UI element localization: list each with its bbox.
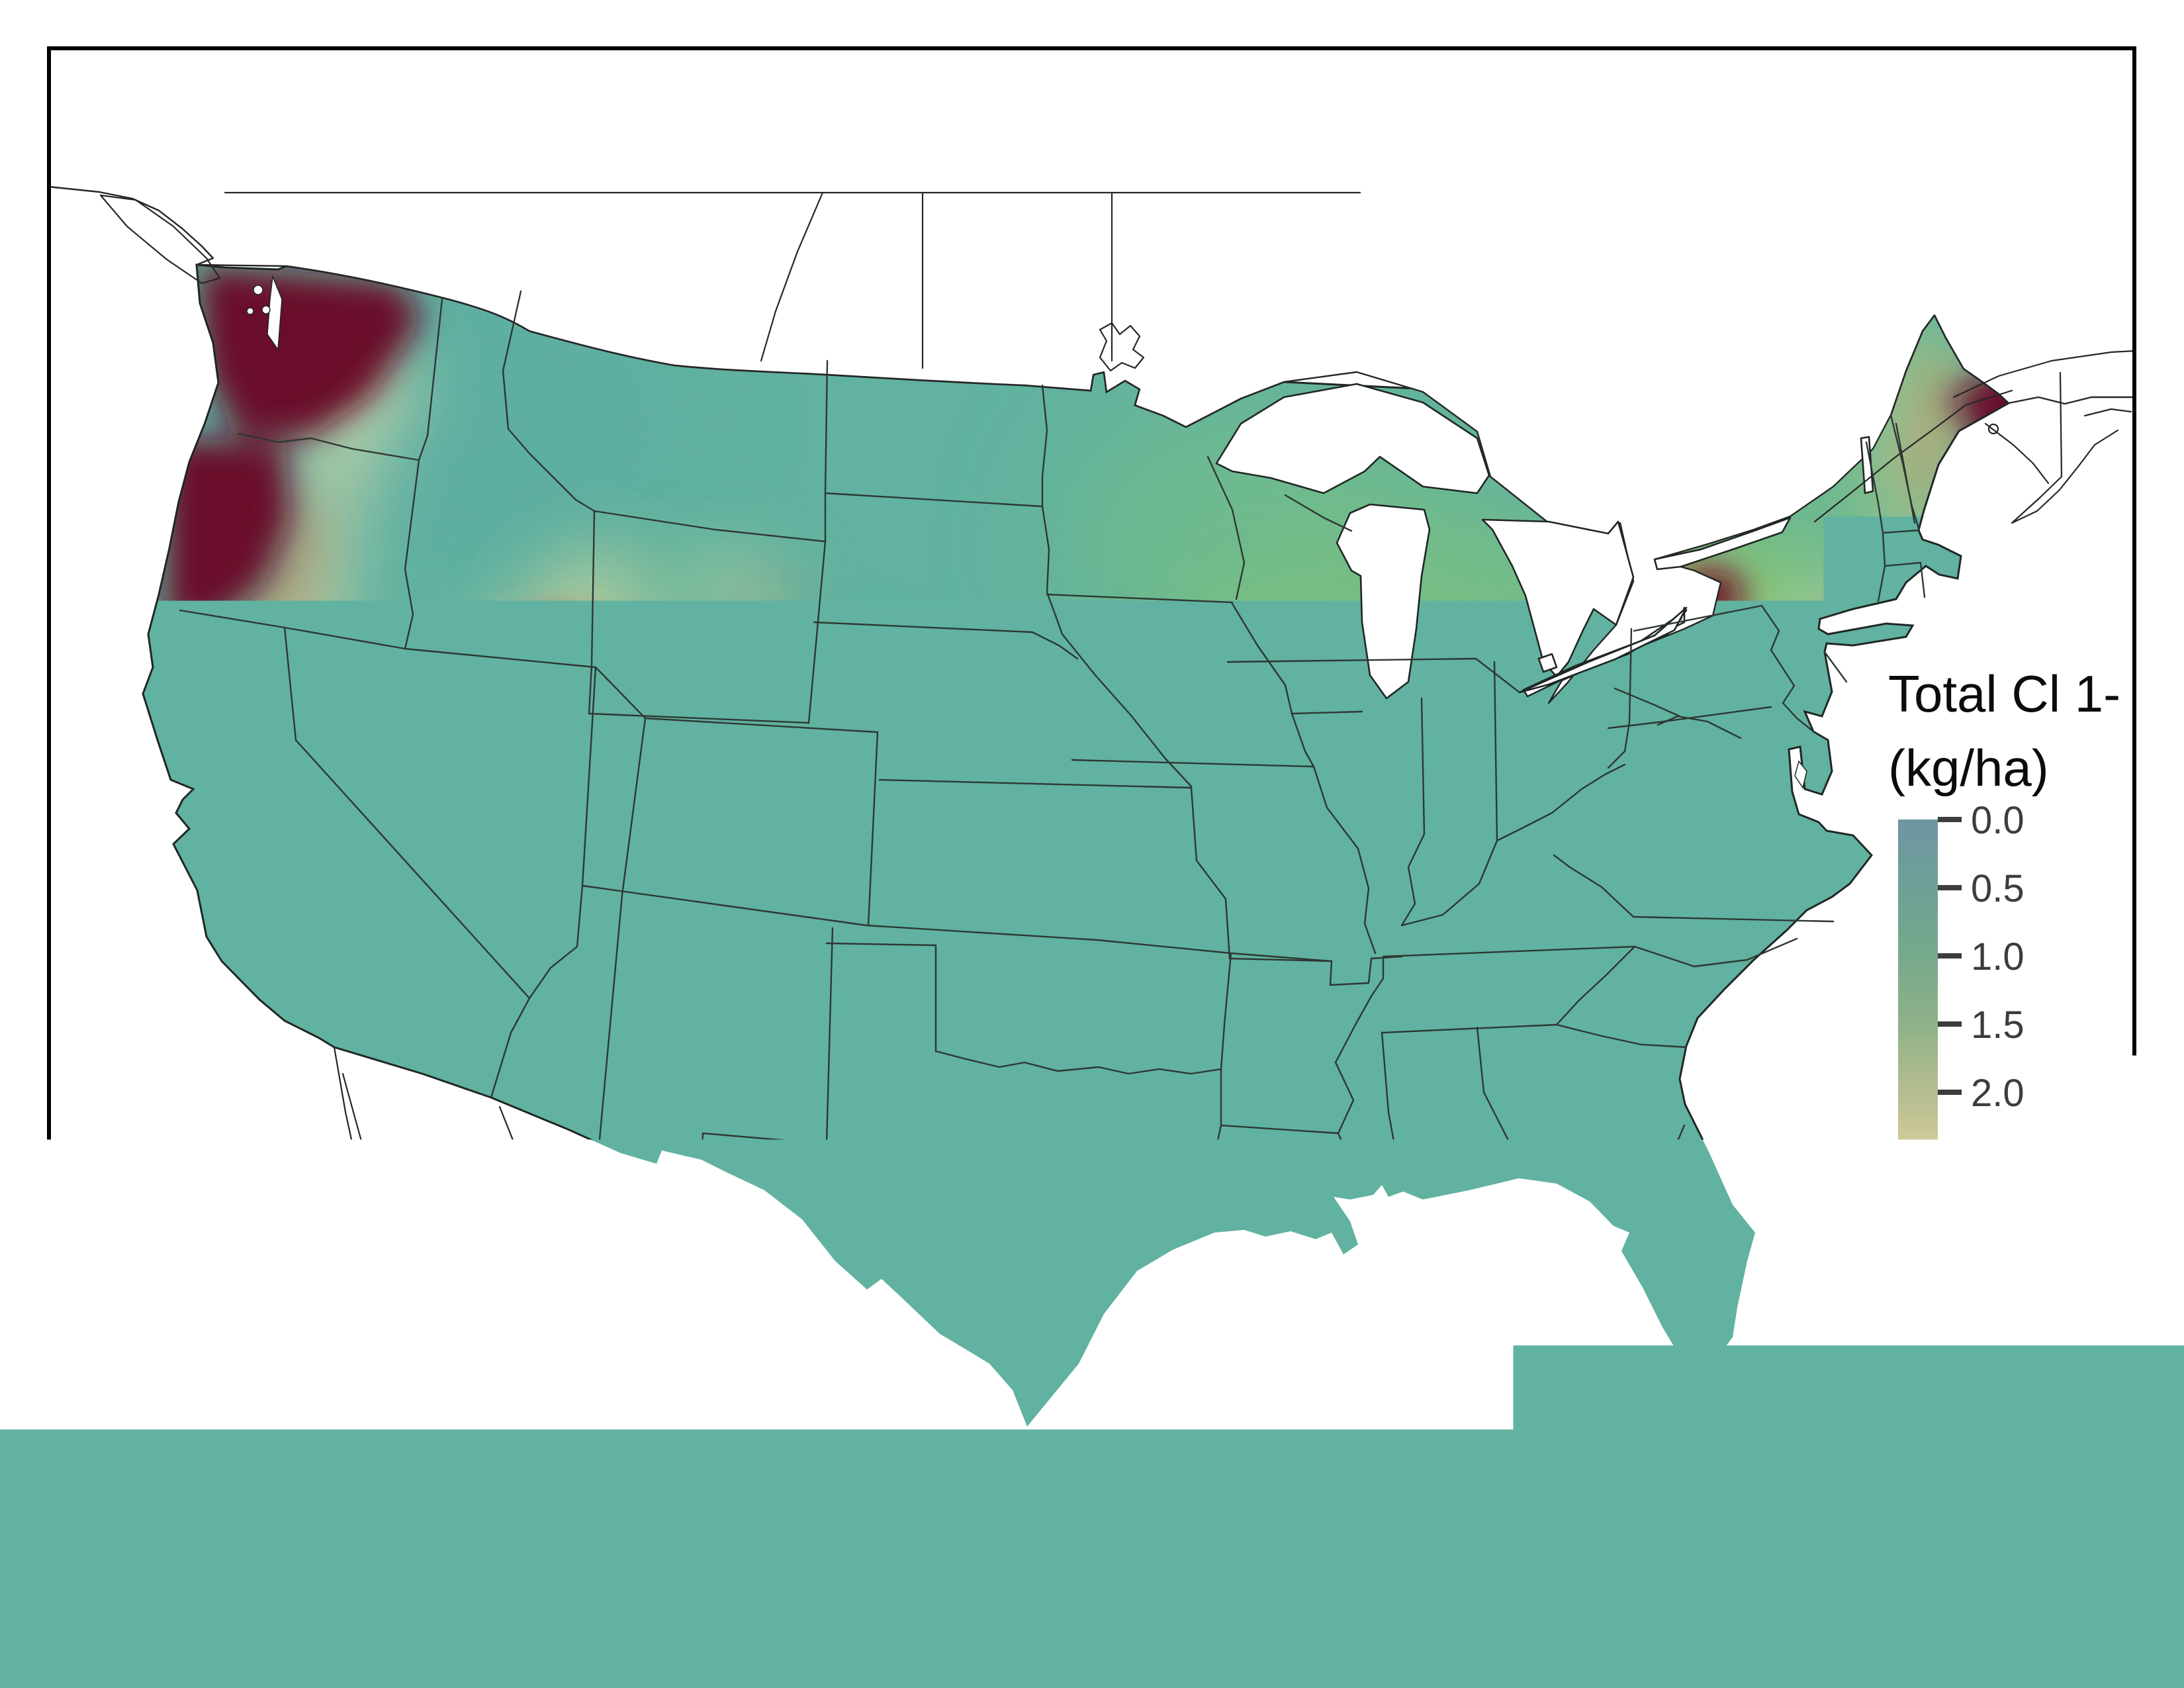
gulf-of-california-east-shore <box>500 1107 683 1635</box>
colorbar-tick-label: 2.0 <box>1971 1072 2025 1115</box>
mexico-state-line-4 <box>702 1221 797 1423</box>
legend-title-line2: (kg/ha) <box>1888 739 2049 797</box>
cedros-island <box>159 1568 178 1586</box>
colorbar-tick-label: >5.0 <box>1971 1481 2047 1524</box>
pei-coast <box>2085 409 2131 416</box>
colorbar-tick-label: 1.0 <box>1971 935 2025 978</box>
source-note: Source: v2022.2, data: CASTNET/CMAQ/NADP <box>76 1589 1045 1634</box>
colorbar-tick-label: 3.5 <box>1971 1276 2025 1319</box>
mexico-state-line-2 <box>815 1289 867 1523</box>
colorbar-tick-label: 2.5 <box>1971 1140 2025 1183</box>
baja-west-coast <box>334 1047 450 1635</box>
colorbar <box>1898 820 1938 1501</box>
lake-okeechobee <box>1704 1293 1724 1313</box>
baja-east-coast <box>343 1074 453 1615</box>
colorbar-tick-label: 0.5 <box>1971 867 2025 910</box>
colorbar-legend: Total Cl 1- (kg/ha) 0.0 0.5 1.0 1.5 2.0 2.5 3.… <box>1888 665 2120 1524</box>
mexico-state-line-3 <box>913 1350 968 1575</box>
figure-title: Total chloride deposition 2016 <box>1242 1524 2088 1577</box>
colorbar-tick-label: 4.0 <box>1971 1344 2025 1387</box>
figure-page: Total Cl 1- (kg/ha) 0.0 0.5 1.0 1.5 2.0 2.5 3.… <box>0 0 2184 1688</box>
colorbar-tick-label: 4.5 <box>1971 1413 2025 1456</box>
agency-datestamp: USEPA 04/03/23 <box>1749 1592 2088 1638</box>
colorbar-tick-label: 3.0 <box>1971 1208 2025 1251</box>
colorbar-tick-label: 1.5 <box>1971 1004 2025 1047</box>
colorbar-tick-label: 0.0 <box>1971 799 2025 842</box>
mexico-state-line-1 <box>685 1160 702 1523</box>
deposition-map-figure: Total Cl 1- (kg/ha) 0.0 0.5 1.0 1.5 2.0 2.5 3.… <box>0 0 2184 1688</box>
legend-title-line1: Total Cl 1- <box>1888 665 2120 723</box>
colorbar-ticks: 0.0 0.5 1.0 1.5 2.0 2.5 3.0 3.5 4.0 4.5 >5.0 <box>1938 799 2047 1524</box>
